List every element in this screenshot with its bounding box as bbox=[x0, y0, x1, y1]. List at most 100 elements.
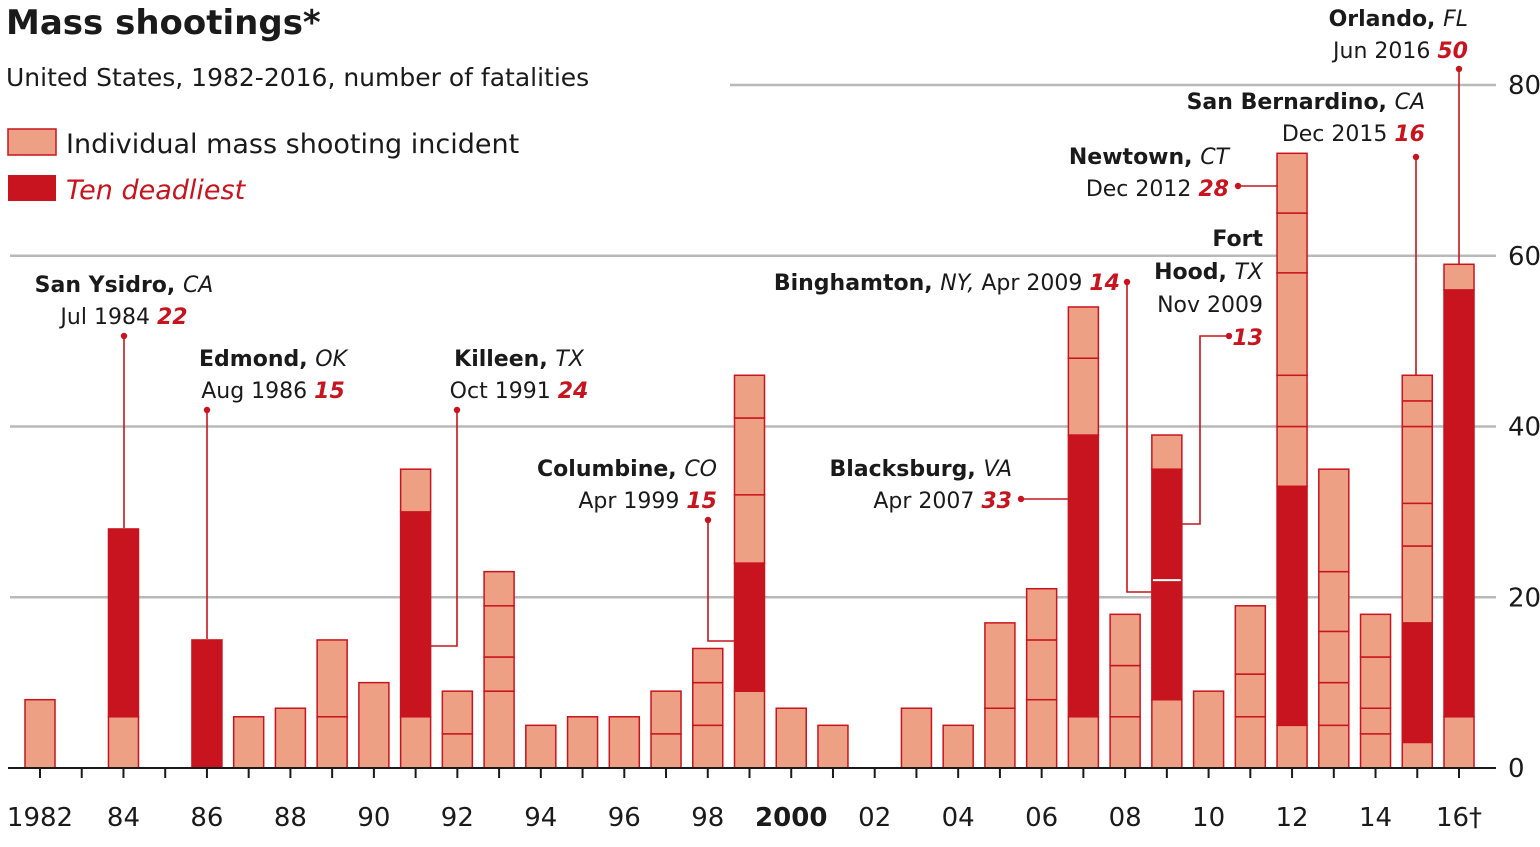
incident-bar-segment bbox=[692, 681, 724, 727]
annotation: Fort Hood, TX Nov 2009 13 bbox=[1154, 227, 1264, 351]
annotation-text: Hood, bbox=[1154, 260, 1234, 285]
deadliest-bar-segment bbox=[1151, 468, 1183, 581]
x-tick-label: 92 bbox=[441, 803, 474, 833]
annotation-text: Jul 1984 bbox=[58, 305, 157, 330]
deadliest-bar-segment bbox=[191, 639, 223, 769]
annotation-text: Columbine, bbox=[537, 457, 684, 482]
x-tick-label: 94 bbox=[524, 803, 557, 833]
incident-bar-segment bbox=[232, 716, 265, 769]
annotation-text: San Ysidro, bbox=[35, 273, 183, 298]
annotation-text: Blacksburg, bbox=[829, 457, 983, 482]
x-tick-label: 08 bbox=[1109, 803, 1142, 833]
deadliest-bar-segment bbox=[1276, 485, 1308, 727]
deadliest-bar-segment bbox=[399, 511, 432, 718]
incident-bar-segment bbox=[733, 494, 766, 564]
incident-bar-segment bbox=[1151, 434, 1183, 470]
deadliest-bar-segment bbox=[1443, 289, 1475, 718]
annotation-line: Jul 1984 22 bbox=[58, 305, 187, 330]
incident-bar-segment bbox=[1401, 545, 1434, 624]
x-tick-label: 98 bbox=[691, 803, 724, 833]
annotation-line: Apr 1999 15 bbox=[578, 489, 717, 514]
annotation-line: Apr 2007 33 bbox=[873, 489, 1012, 514]
incident-bar-segment bbox=[984, 622, 1016, 709]
annotation-text: Killeen, bbox=[454, 347, 555, 372]
annotation-text: Newtown, bbox=[1069, 145, 1200, 170]
annotation-text: 13 bbox=[1232, 326, 1263, 351]
annotation-text: TX bbox=[555, 347, 584, 372]
incident-bar-segment bbox=[1067, 306, 1100, 359]
incident-bar-segment bbox=[733, 690, 766, 769]
annotation-dot bbox=[1412, 153, 1420, 161]
incident-bar-segment bbox=[1318, 724, 1350, 769]
annotation: San Ysidro, CA Jul 1984 22 bbox=[35, 273, 214, 330]
incident-bar-segment bbox=[1401, 374, 1434, 402]
incident-bar-segment bbox=[942, 724, 974, 769]
annotation-text: Nov 2009 bbox=[1157, 293, 1263, 318]
x-tick-label: 86 bbox=[190, 803, 223, 833]
incident-bar-segment bbox=[817, 724, 849, 769]
incident-bar-segment bbox=[24, 698, 56, 769]
incident-bar-segment bbox=[316, 716, 348, 769]
incident-bar-segment bbox=[107, 716, 140, 769]
legend-label-deadliest: Ten deadliest bbox=[66, 175, 247, 206]
incident-bar-segment bbox=[1443, 263, 1475, 291]
incident-bar-segment bbox=[1401, 425, 1434, 505]
incident-bar-segment bbox=[399, 468, 432, 513]
incident-bar-segment bbox=[1234, 716, 1267, 769]
y-tick-label: 20 bbox=[1508, 583, 1540, 613]
annotation-line: Aug 1986 15 bbox=[201, 379, 345, 404]
annotation-text: OK bbox=[315, 347, 348, 372]
x-tick-label: 96 bbox=[608, 803, 641, 833]
annotation-text: Edmond, bbox=[199, 347, 315, 372]
annotation-text: Apr 2007 bbox=[873, 489, 981, 514]
incident-bar-segment bbox=[483, 656, 515, 692]
annotation-dot bbox=[1123, 278, 1131, 286]
deadliest-bar-segment bbox=[1401, 622, 1434, 744]
annotation-text: Orlando, bbox=[1329, 7, 1443, 32]
annotation-text: 28 bbox=[1198, 177, 1229, 202]
annotation-text: CA bbox=[1395, 90, 1425, 115]
annotation-line: Nov 2009 bbox=[1157, 293, 1263, 318]
deadliest-bar-segment bbox=[1067, 434, 1100, 718]
legend-label-incident: Individual mass shooting incident bbox=[66, 129, 519, 160]
annotation-text: 50 bbox=[1437, 39, 1468, 64]
chart-title: Mass shootings* bbox=[6, 3, 321, 43]
annotation-text: San Bernardino, bbox=[1187, 90, 1395, 115]
y-tick-label: 0 bbox=[1508, 754, 1525, 784]
incident-bar-segment bbox=[483, 605, 515, 658]
x-tick-label: 06 bbox=[1025, 803, 1058, 833]
legend: Individual mass shooting incident Ten de… bbox=[7, 128, 519, 206]
incident-bar-segment bbox=[483, 570, 515, 607]
annotation-line: Dec 2012 28 bbox=[1086, 177, 1229, 202]
x-tick-label: 1982 bbox=[7, 803, 73, 833]
annotation-line: Oct 1991 24 bbox=[450, 379, 589, 404]
annotation-line: San Bernardino, CA bbox=[1187, 90, 1425, 115]
annotation-text: FL bbox=[1443, 7, 1468, 32]
annotation-text: 15 bbox=[314, 379, 345, 404]
incident-bar-segment bbox=[650, 690, 682, 735]
annotation: Killeen, TX Oct 1991 24 bbox=[450, 347, 589, 404]
annotation-line: 13 bbox=[1232, 326, 1263, 351]
annotation-text: CA bbox=[183, 273, 213, 298]
x-tick-label: 04 bbox=[942, 803, 975, 833]
annotation-dot bbox=[1234, 182, 1242, 190]
incident-bar-segment bbox=[441, 690, 474, 735]
incident-bar-segment bbox=[1359, 613, 1392, 658]
incident-bar-segment bbox=[775, 707, 807, 769]
incident-bar-segment bbox=[650, 733, 682, 769]
incident-bar-segment bbox=[399, 716, 432, 769]
x-tick-label: 16† bbox=[1436, 803, 1482, 833]
annotation-dot bbox=[704, 516, 712, 524]
chart-subtitle: United States, 1982-2016, number of fata… bbox=[6, 63, 589, 92]
bars bbox=[24, 152, 1475, 769]
annotations: San Ysidro, CA Jul 1984 22 Edmond, OK Aug 1… bbox=[35, 7, 1468, 514]
annotation: Columbine, CO Apr 1999 15 bbox=[537, 457, 717, 514]
incident-bar-segment bbox=[733, 374, 766, 419]
y-tick-label: 40 bbox=[1508, 413, 1540, 443]
x-tick-label: 88 bbox=[274, 803, 307, 833]
incident-bar-segment bbox=[1318, 468, 1350, 573]
incident-bar-segment bbox=[1192, 690, 1225, 769]
